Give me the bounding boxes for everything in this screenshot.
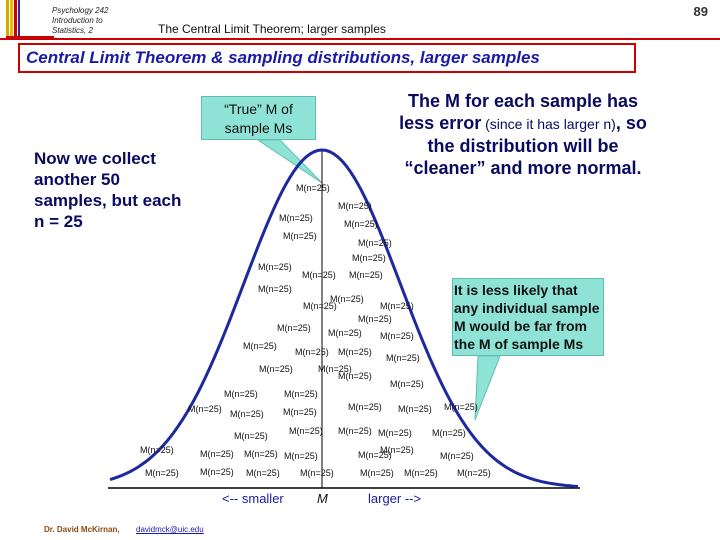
slide-subtitle: The Central Limit Theorem; larger sample…	[158, 22, 386, 36]
less-likely-text: It is less likely that any individual sa…	[454, 282, 600, 352]
sample-mean-label: M(n=25)	[358, 450, 392, 460]
sample-mean-label: M(n=25)	[328, 328, 362, 338]
sample-mean-label: M(n=25)	[230, 409, 264, 419]
sample-mean-label: M(n=25)	[338, 426, 372, 436]
true-mean-callout	[201, 96, 316, 140]
sample-mean-label: M(n=25)	[234, 431, 268, 441]
sample-mean-label: M(n=25)	[244, 449, 278, 459]
sample-mean-label: M(n=25)	[358, 314, 392, 324]
axis-smaller-label: <-- smaller	[222, 491, 284, 506]
sample-mean-label: M(n=25)	[246, 468, 280, 478]
sample-mean-label: M(n=25)	[380, 331, 414, 341]
sample-mean-label: M(n=25)	[378, 428, 412, 438]
author-email[interactable]: davidmck@uic.edu	[136, 525, 204, 534]
sample-mean-label: M(n=25)	[140, 445, 174, 455]
course-label: Psychology 242 Introduction to Statistic…	[52, 6, 109, 35]
sample-mean-label: M(n=25)	[224, 389, 258, 399]
sample-mean-label: M(n=25)	[300, 468, 334, 478]
sample-mean-label: M(n=25)	[338, 347, 372, 357]
sample-mean-label: M(n=25)	[200, 467, 234, 477]
sample-mean-label: M(n=25)	[302, 270, 336, 280]
less-error-main: The M for each sample has less error	[399, 91, 639, 133]
sample-mean-label: M(n=25)	[330, 294, 364, 304]
note-callout-pointer	[474, 355, 501, 421]
sample-mean-label: M(n=25)	[444, 402, 478, 412]
sample-mean-label: M(n=25)	[258, 284, 292, 294]
less-likely-callout	[452, 278, 604, 356]
sample-mean-label: M(n=25)	[200, 449, 234, 459]
sample-mean-label: M(n=25)	[188, 404, 222, 414]
course-logo	[6, 0, 54, 42]
sample-mean-label: M(n=25)	[457, 468, 491, 478]
axis-mean-label: M	[317, 491, 328, 506]
sample-mean-label: M(n=25)	[145, 468, 179, 478]
sample-mean-label: M(n=25)	[390, 379, 424, 389]
axis-larger-label: larger -->	[368, 491, 422, 506]
sample-mean-label: M(n=25)	[283, 407, 317, 417]
sample-mean-label: M(n=25)	[352, 253, 386, 263]
sample-mean-label: M(n=25)	[348, 402, 382, 412]
slide-number: 89	[693, 4, 708, 19]
less-error-text: The M for each sample has less error (si…	[398, 90, 648, 179]
sample-mean-label: M(n=25)	[380, 445, 414, 455]
slide-title: Central Limit Theorem & sampling distrib…	[26, 48, 540, 67]
true-mean-label: “True” M of sample Ms	[224, 101, 293, 136]
sample-mean-label: M(n=25)	[338, 371, 372, 381]
normal-curve	[109, 148, 579, 488]
sample-mean-label: M(n=25)	[296, 183, 330, 193]
sample-mean-label: M(n=25)	[338, 201, 372, 211]
title-frame	[18, 43, 636, 73]
sample-mean-label: M(n=25)	[440, 451, 474, 461]
sample-mean-label: M(n=25)	[360, 468, 394, 478]
sample-mean-label: M(n=25)	[404, 468, 438, 478]
sample-mean-label: M(n=25)	[380, 301, 414, 311]
sample-mean-label: M(n=25)	[349, 270, 383, 280]
sample-mean-label: M(n=25)	[318, 364, 352, 374]
sample-mean-label: M(n=25)	[277, 323, 311, 333]
sample-mean-label: M(n=25)	[295, 347, 329, 357]
sample-mean-label: M(n=25)	[284, 389, 318, 399]
collect-samples-text: Now we collect another 50 samples, but e…	[34, 149, 182, 231]
sample-mean-label: M(n=25)	[283, 231, 317, 241]
sample-mean-label: M(n=25)	[259, 364, 293, 374]
sample-mean-label: M(n=25)	[279, 213, 313, 223]
header-divider	[0, 38, 720, 40]
sample-mean-label: M(n=25)	[358, 238, 392, 248]
sample-mean-label: M(n=25)	[258, 262, 292, 272]
sample-mean-label: M(n=25)	[289, 426, 323, 436]
sample-mean-label: M(n=25)	[386, 353, 420, 363]
author-name: Dr. David McKirnan,	[44, 525, 120, 534]
sample-mean-label: M(n=25)	[243, 341, 277, 351]
sample-mean-label: M(n=25)	[284, 451, 318, 461]
sample-mean-label: M(n=25)	[303, 301, 337, 311]
sample-mean-label: M(n=25)	[432, 428, 466, 438]
less-error-conclusion: , so the distribution will be “cleaner” …	[404, 113, 647, 178]
less-error-aside: (since it has larger n)	[481, 116, 616, 132]
sample-mean-label: M(n=25)	[344, 219, 378, 229]
sample-mean-label: M(n=25)	[398, 404, 432, 414]
